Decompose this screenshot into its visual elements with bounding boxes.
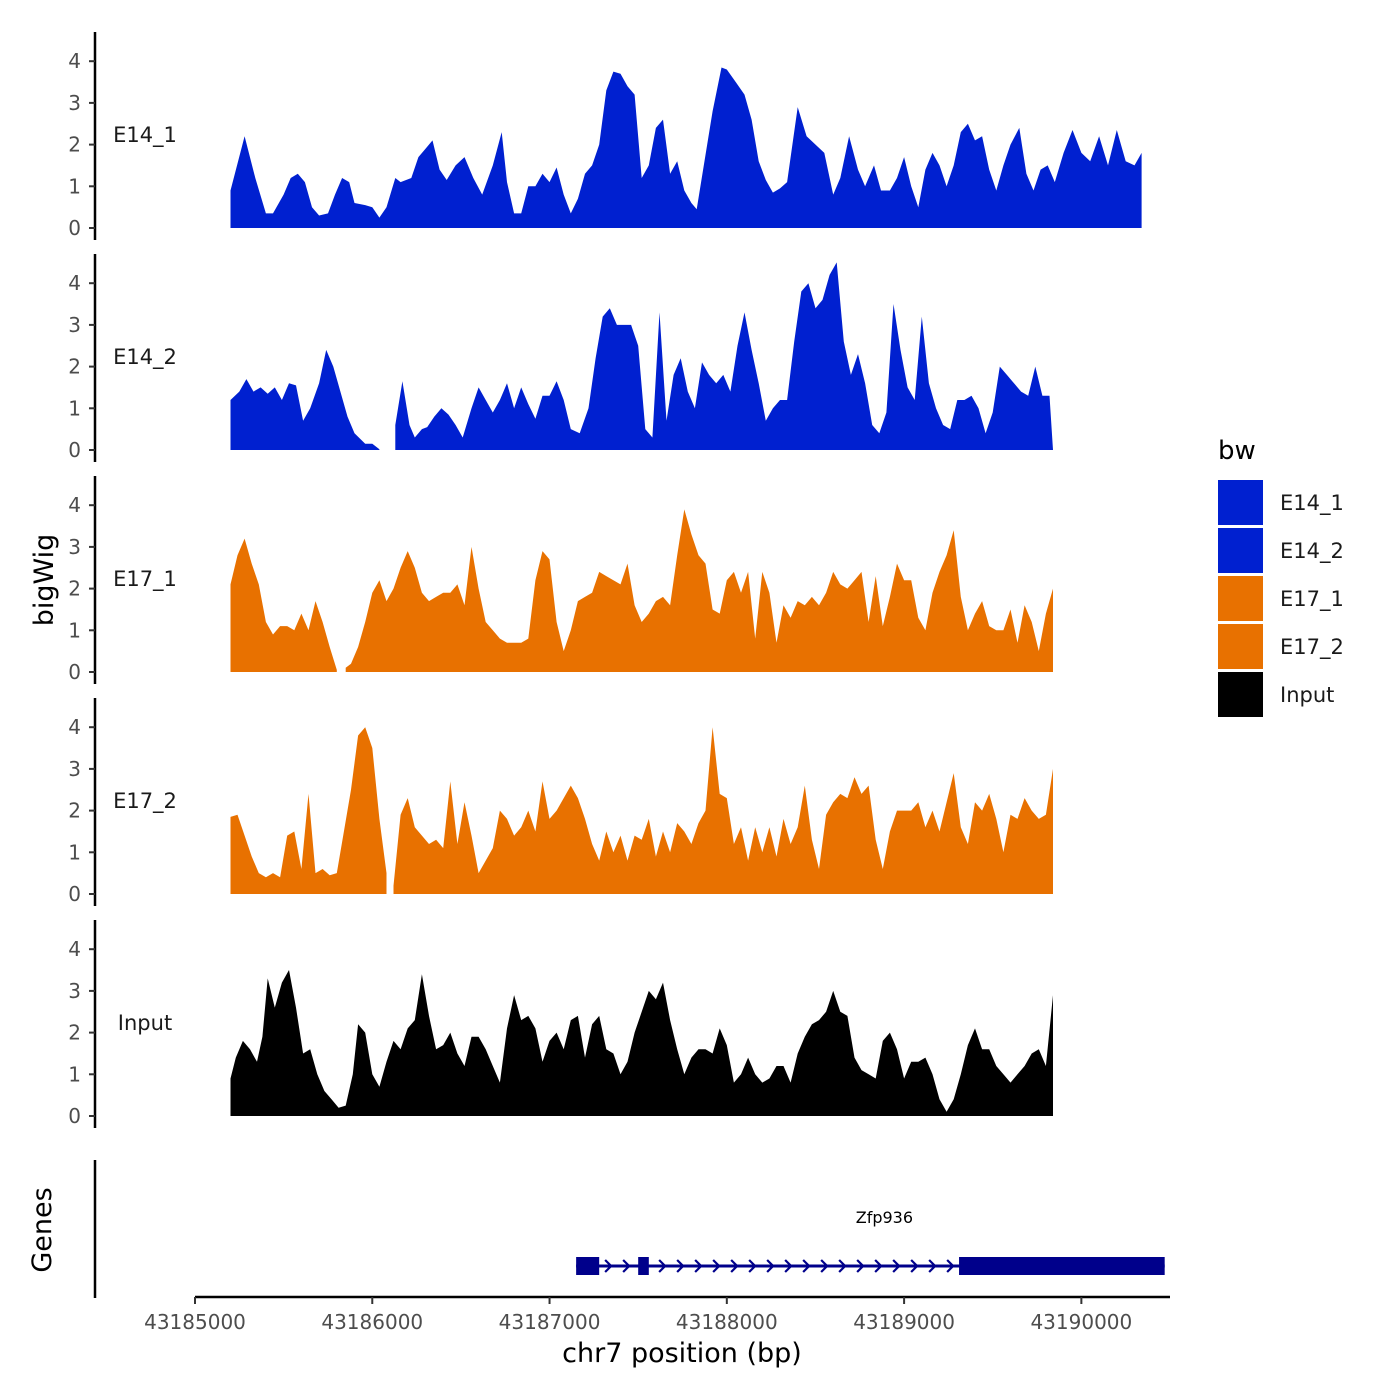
signal-area (230, 67, 1142, 228)
y-tick-label: 2 (68, 355, 81, 379)
y-tick-label: 1 (68, 840, 81, 864)
legend-swatch (1218, 672, 1263, 717)
strand-arrow (712, 1259, 721, 1273)
y-tick-label: 0 (68, 1104, 81, 1128)
x-tick-label: 43189000 (853, 1310, 955, 1334)
y-tick-label: 2 (68, 577, 81, 601)
y-tick-label: 4 (68, 493, 81, 517)
y-tick-label: 1 (68, 1062, 81, 1086)
y-tick-label: 0 (68, 882, 81, 906)
track-E14_2: 0 1 2 3 4 E14_2 (68, 254, 1053, 462)
strand-arrow (676, 1259, 685, 1273)
strand-arrow (730, 1259, 739, 1273)
y-tick-label: 3 (68, 313, 81, 337)
legend-swatch (1218, 576, 1263, 621)
legend-label: E17_1 (1280, 587, 1344, 612)
y-tick-label: 1 (68, 618, 81, 642)
track-label: E17_2 (113, 789, 177, 814)
y-tick-label: 3 (68, 535, 81, 559)
y-tick-label: 2 (68, 799, 81, 823)
y-axis-title: bigWig (29, 534, 60, 627)
strand-arrow (694, 1259, 703, 1273)
x-tick-label: 43190000 (1030, 1310, 1132, 1334)
x-tick-label: 43187000 (499, 1310, 601, 1334)
y-tick-label: 3 (68, 979, 81, 1003)
strand-arrow (874, 1259, 883, 1273)
legend-label: Input (1280, 683, 1334, 707)
strand-arrow (946, 1259, 955, 1273)
gene-exon (576, 1257, 600, 1275)
y-tick-label: 0 (68, 216, 81, 240)
strand-arrow (838, 1259, 847, 1273)
y-tick-label: 4 (68, 271, 81, 295)
strand-arrow (820, 1259, 829, 1273)
signal-tracks: 0 1 2 3 4 E14_1 0 1 2 3 4 E14_2 0 1 2 3 4 E17_1 0 1 2 3 4 E17_2… (68, 32, 1142, 1128)
track-E17_1: 0 1 2 3 4 E17_1 (68, 476, 1053, 684)
strand-arrow (892, 1259, 901, 1273)
strand-arrow (856, 1259, 865, 1273)
legend-swatch (1218, 480, 1263, 525)
y-tick-label: 3 (68, 757, 81, 781)
signal-area (345, 509, 1053, 672)
track-label: E14_2 (113, 345, 177, 370)
y-tick-label: 1 (68, 174, 81, 198)
y-tick-label: 0 (68, 660, 81, 684)
signal-area (395, 262, 1053, 450)
x-tick-label: 43185000 (144, 1310, 246, 1334)
y-tick-label: 0 (68, 438, 81, 462)
strand-arrow (802, 1259, 811, 1273)
genes-panel: Zfp936 (93, 1160, 1165, 1298)
strand-arrow (910, 1259, 919, 1273)
track-label: Input (118, 1011, 172, 1035)
y-tick-label: 3 (68, 91, 81, 115)
strand-arrow (658, 1259, 667, 1273)
gene-Zfp936: Zfp936 (576, 1208, 1165, 1275)
y-tick-label: 2 (68, 133, 81, 157)
gene-exon (638, 1257, 649, 1275)
x-tick-label: 43186000 (321, 1310, 423, 1334)
strand-arrow (622, 1259, 631, 1273)
signal-area (230, 970, 1053, 1116)
track-E17_2: 0 1 2 3 4 E17_2 (68, 698, 1053, 906)
strand-arrow (748, 1259, 757, 1273)
legend: bw E14_1 E14_2 E17_1 E17_2 Input (1218, 436, 1344, 717)
track-label: E17_1 (113, 567, 177, 592)
strand-arrow (784, 1259, 793, 1273)
legend-swatch (1218, 528, 1263, 573)
y-tick-label: 2 (68, 1021, 81, 1045)
legend-label: E14_2 (1280, 539, 1344, 564)
legend-label: E14_1 (1280, 491, 1344, 516)
legend-swatch (1218, 624, 1263, 669)
signal-area (230, 727, 387, 894)
signal-area (230, 538, 337, 672)
signal-area (230, 349, 380, 450)
strand-arrow (604, 1259, 613, 1273)
genes-panel-label: Genes (27, 1187, 58, 1272)
legend-label: E17_2 (1280, 635, 1344, 660)
strand-arrow (928, 1259, 937, 1273)
y-tick-label: 1 (68, 396, 81, 420)
strand-arrow (766, 1259, 775, 1273)
y-tick-label: 4 (68, 49, 81, 73)
x-tick-label: 43188000 (676, 1310, 778, 1334)
signal-area (393, 727, 1053, 894)
legend-title: bw (1218, 436, 1256, 466)
gene-exon (959, 1257, 1165, 1275)
track-label: E14_1 (113, 123, 177, 148)
y-tick-label: 4 (68, 715, 81, 739)
x-axis: 43185000 43186000 43187000 43188000 43189000… (144, 1295, 1170, 1334)
y-tick-label: 4 (68, 937, 81, 961)
x-axis-title: chr7 position (bp) (562, 1338, 802, 1369)
track-E14_1: 0 1 2 3 4 E14_1 (68, 32, 1142, 240)
gene-name-label: Zfp936 (856, 1208, 913, 1227)
track-Input: 0 1 2 3 4 Input (68, 920, 1053, 1128)
